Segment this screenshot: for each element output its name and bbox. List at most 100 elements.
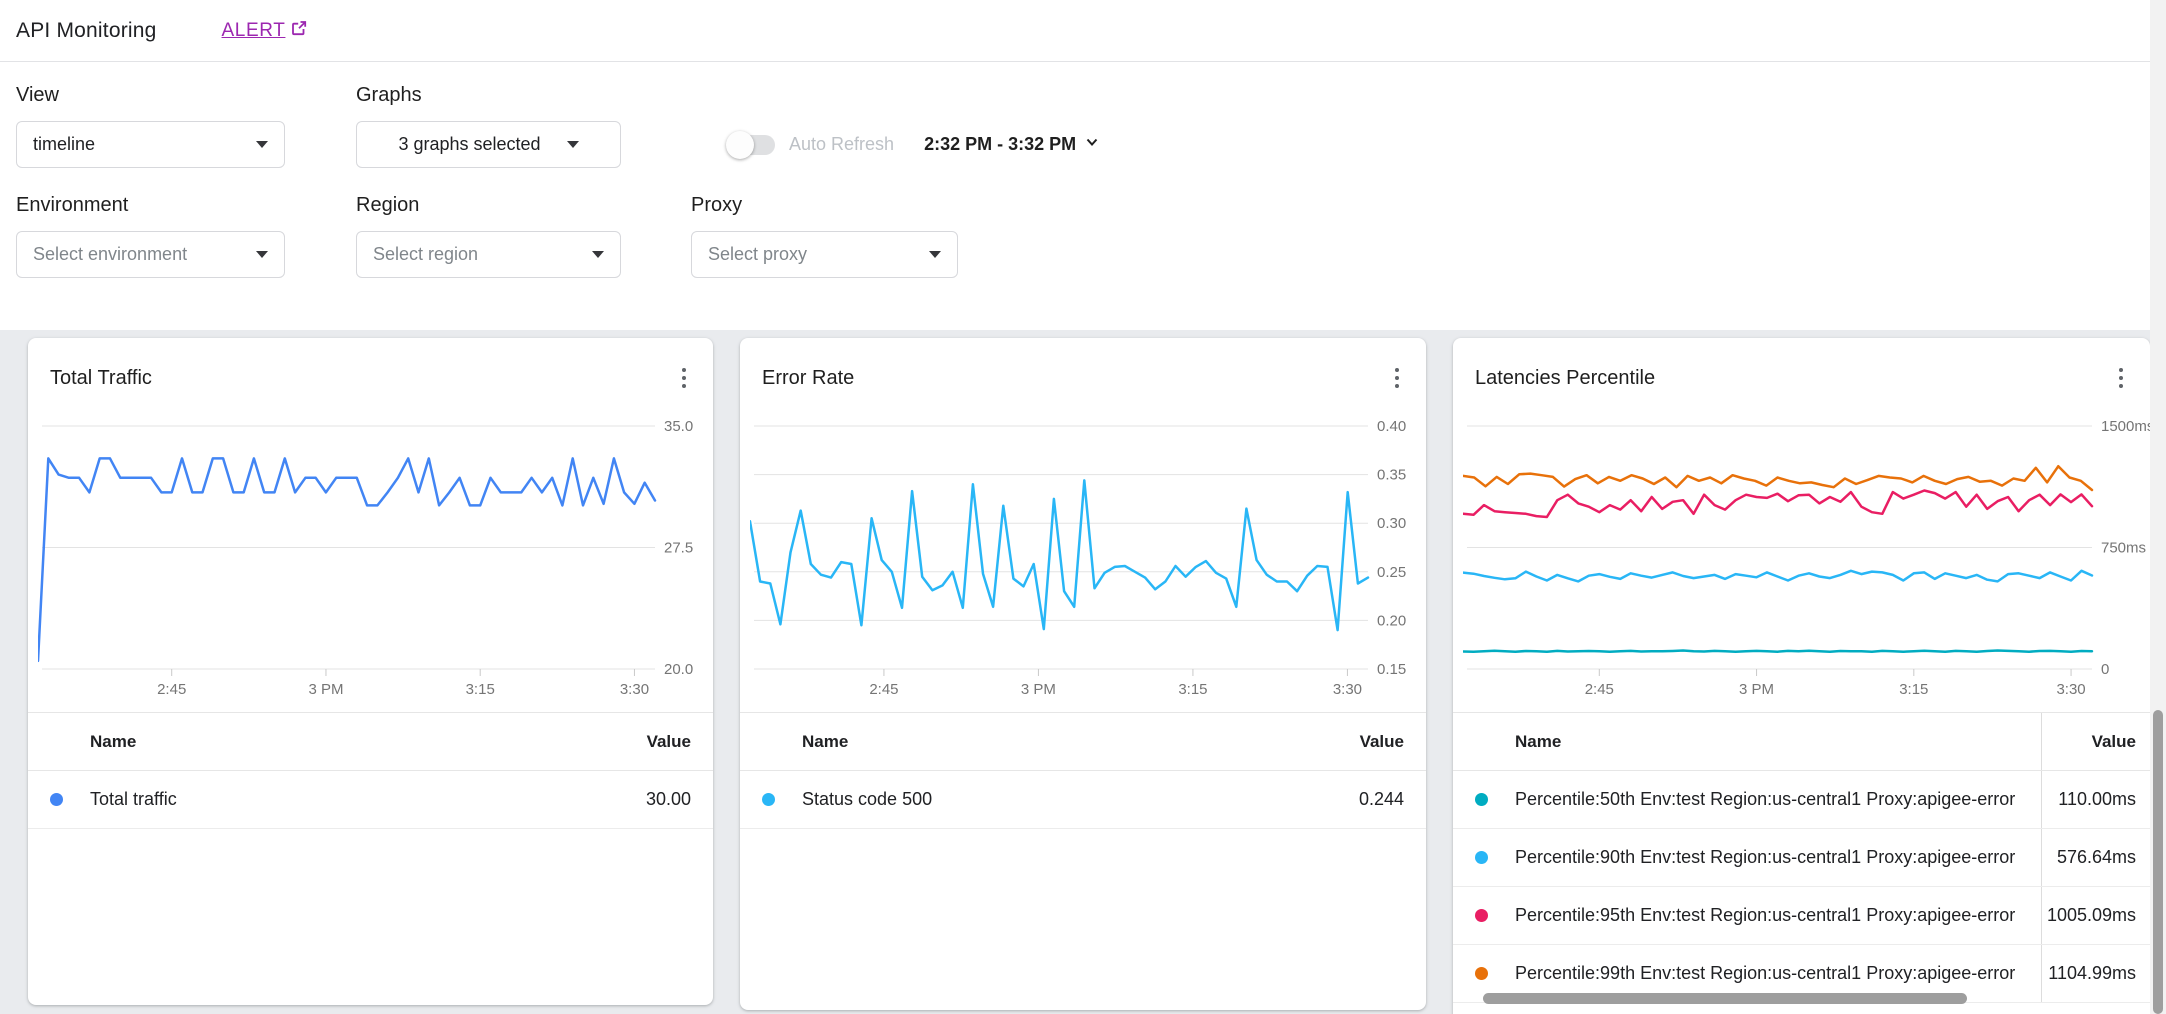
view-filter: View timeline xyxy=(16,78,285,168)
dropdown-caret-icon xyxy=(256,141,268,148)
series-value: 1104.99ms xyxy=(2048,963,2136,983)
latencies-chart: 1500ms 750ms 0 2:45 3 PM 3:15 3:30 xyxy=(1453,412,2154,712)
page-title: API Monitoring xyxy=(16,18,157,42)
total-traffic-card: Total Traffic 35.0 27.5 20.0 2:45 3 PM 3:15 3:… xyxy=(28,338,713,1005)
card-title: Total Traffic xyxy=(50,366,152,389)
more-options-icon[interactable] xyxy=(671,365,697,391)
svg-text:20.0: 20.0 xyxy=(664,661,693,678)
svg-text:2:45: 2:45 xyxy=(1585,681,1614,698)
svg-text:0.30: 0.30 xyxy=(1377,515,1406,532)
table-row: Percentile:90th Env:test Region:us-centr… xyxy=(1453,829,2150,887)
toggle-knob xyxy=(726,130,754,159)
time-range-picker[interactable]: 2:32 PM - 3:32 PM xyxy=(924,134,1100,155)
series-dot xyxy=(1475,967,1488,980)
more-options-icon[interactable] xyxy=(2108,365,2134,391)
legend-table: Name Value Percentile:50th Env:test Regi… xyxy=(1453,712,2150,1003)
svg-text:0: 0 xyxy=(2101,661,2109,678)
region-filter: Region Select region xyxy=(356,188,621,278)
svg-text:27.5: 27.5 xyxy=(664,540,693,557)
series-dot xyxy=(1475,793,1488,806)
series-dot xyxy=(1475,851,1488,864)
environment-placeholder: Select environment xyxy=(33,244,188,264)
auto-refresh-toggle[interactable] xyxy=(726,130,775,159)
series-value: 1005.09ms xyxy=(2046,905,2136,925)
latencies-percentile-card: Latencies Percentile 1500ms 750ms 0 2:45 3 P… xyxy=(1453,338,2154,1014)
column-header-name: Name xyxy=(802,731,849,751)
more-options-icon[interactable] xyxy=(1384,365,1410,391)
column-header-name: Name xyxy=(1453,713,2042,770)
page-scrollbar-thumb[interactable] xyxy=(2153,710,2163,1014)
svg-text:0.35: 0.35 xyxy=(1377,467,1406,484)
proxy-placeholder: Select proxy xyxy=(708,244,808,264)
graphs-filter: Graphs 3 graphs selected xyxy=(356,78,621,168)
column-header-value: Value xyxy=(1359,731,1404,751)
svg-text:0.20: 0.20 xyxy=(1377,612,1406,629)
proxy-filter: Proxy Select proxy xyxy=(691,188,958,278)
svg-text:750ms: 750ms xyxy=(2101,540,2146,557)
table-row: Total traffic 30.00 xyxy=(28,771,713,829)
svg-text:0.25: 0.25 xyxy=(1377,564,1406,581)
view-select-value: timeline xyxy=(33,134,96,154)
legend-table: Name Value Total traffic 30.00 xyxy=(28,712,713,829)
series-value: 30.00 xyxy=(645,789,691,809)
svg-text:3 PM: 3 PM xyxy=(1021,681,1056,698)
dashboard-cards: Total Traffic 35.0 27.5 20.0 2:45 3 PM 3:15 3:… xyxy=(0,330,2166,1014)
alert-link[interactable]: ALERT xyxy=(222,19,309,43)
auto-refresh-label: Auto Refresh xyxy=(789,134,895,154)
error-rate-chart: 0.40 0.35 0.30 0.25 0.20 0.15 2:45 3 PM 3:15 3:30 xyxy=(740,412,1426,712)
dropdown-caret-icon xyxy=(592,251,604,258)
svg-text:3:30: 3:30 xyxy=(620,681,649,698)
chevron-down-icon xyxy=(1084,134,1100,155)
error-rate-card: Error Rate 0.40 0.35 0.30 0.25 0.20 0.15 2:45 3… xyxy=(740,338,1426,1010)
svg-text:3:15: 3:15 xyxy=(1178,681,1207,698)
card-title: Latencies Percentile xyxy=(1475,366,1656,389)
environment-filter: Environment Select environment xyxy=(16,188,285,278)
series-name: Percentile:95th Env:test Region:us-centr… xyxy=(1515,905,2016,925)
series-dot xyxy=(762,793,775,806)
graphs-select-value: 3 graphs selected xyxy=(398,134,541,154)
series-value: 110.00ms xyxy=(2058,789,2136,809)
view-label: View xyxy=(16,84,59,106)
series-name: Percentile:99th Env:test Region:us-centr… xyxy=(1515,963,2016,983)
dropdown-caret-icon xyxy=(929,251,941,258)
svg-text:3:15: 3:15 xyxy=(1899,681,1928,698)
table-row: Status code 500 0.244 xyxy=(740,771,1426,829)
region-label: Region xyxy=(356,194,420,216)
series-name: Percentile:90th Env:test Region:us-centr… xyxy=(1515,847,2016,867)
filters-panel: View timeline Graphs 3 graphs selected A… xyxy=(0,62,2166,330)
environment-label: Environment xyxy=(16,194,129,216)
svg-text:0.40: 0.40 xyxy=(1377,418,1406,435)
svg-text:0.15: 0.15 xyxy=(1377,661,1406,678)
time-range-value: 2:32 PM - 3:32 PM xyxy=(924,134,1077,154)
dropdown-caret-icon xyxy=(566,141,579,148)
top-header: API Monitoring ALERT xyxy=(0,0,2166,62)
view-select[interactable]: timeline xyxy=(16,121,285,168)
environment-select[interactable]: Select environment xyxy=(16,231,285,278)
series-dot xyxy=(50,793,63,806)
card-title: Error Rate xyxy=(762,366,855,389)
proxy-label: Proxy xyxy=(691,194,743,216)
total-traffic-chart: 35.0 27.5 20.0 2:45 3 PM 3:15 3:30 xyxy=(28,412,713,712)
external-link-icon xyxy=(290,19,308,43)
region-select[interactable]: Select region xyxy=(356,231,621,278)
horizontal-scrollbar[interactable] xyxy=(1483,993,1967,1004)
series-name: Percentile:50th Env:test Region:us-centr… xyxy=(1515,789,2016,809)
refresh-cluster: Auto Refresh 2:32 PM - 3:32 PM xyxy=(726,121,1100,168)
table-row: Percentile:50th Env:test Region:us-centr… xyxy=(1453,771,2150,829)
svg-text:3:15: 3:15 xyxy=(466,681,495,698)
svg-text:3:30: 3:30 xyxy=(2056,681,2085,698)
proxy-select[interactable]: Select proxy xyxy=(691,231,958,278)
column-header-value: Value xyxy=(2091,731,2136,751)
legend-table: Name Value Status code 500 0.244 xyxy=(740,712,1426,829)
graphs-label: Graphs xyxy=(356,84,422,106)
series-name: Total traffic xyxy=(90,789,177,809)
svg-text:2:45: 2:45 xyxy=(869,681,898,698)
dropdown-caret-icon xyxy=(256,251,268,258)
graphs-select[interactable]: 3 graphs selected xyxy=(356,121,621,168)
region-placeholder: Select region xyxy=(373,244,479,264)
series-value: 0.244 xyxy=(1358,789,1404,809)
table-row: Percentile:95th Env:test Region:us-centr… xyxy=(1453,887,2150,945)
svg-text:2:45: 2:45 xyxy=(157,681,186,698)
alert-link-label: ALERT xyxy=(221,19,286,41)
series-dot xyxy=(1475,909,1488,922)
